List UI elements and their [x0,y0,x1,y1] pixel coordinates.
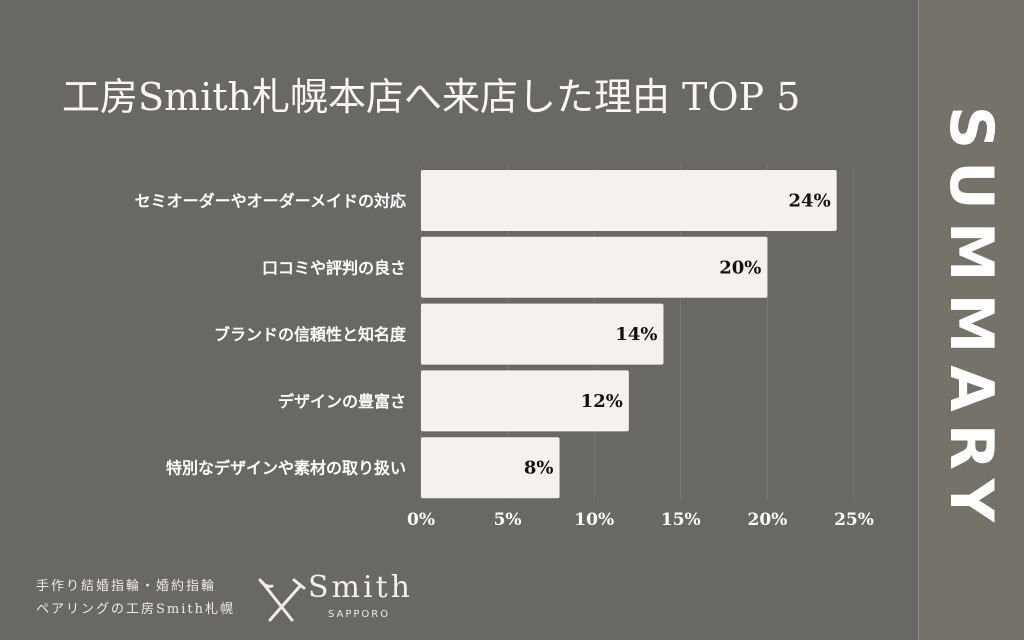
category-label: ブランドの信頼性と知名度 [214,325,407,344]
logo-subtitle: SAPPORO [328,609,391,620]
category-label: デザインの豊富さ [278,392,406,411]
data-label: 8% [524,458,554,479]
chart-title: 工房Smith札幌本店へ来店した理由 TOP 5 [62,75,801,119]
data-label: 20% [719,257,761,278]
bar [421,236,768,298]
x-tick-label: 20% [747,510,787,530]
bar [421,303,664,365]
logo-wordmark: Smith [308,570,413,605]
x-tick-label: 10% [574,510,614,530]
category-label: セミオーダーやオーダーメイドの対応 [135,192,406,211]
data-label: 12% [581,391,623,412]
category-label: 口コミや評判の良さ [262,258,406,277]
bar [421,370,629,432]
x-tick-label: 0% [407,510,435,530]
x-tick-label: 5% [494,510,522,530]
side-panel [918,0,1024,640]
footer-tagline: 手作り結婚指輪・婚約指輪 ペアリングの工房Smith札幌 [36,575,235,621]
data-label: 24% [789,191,831,212]
bar [421,437,560,499]
category-label: 特別なデザインや素材の取り扱い [166,459,406,478]
bar [421,170,837,231]
x-tick-label: 15% [661,510,701,530]
footer-line-1: 手作り結婚指輪・婚約指輪 [36,579,217,594]
x-tick-label: 25% [834,510,874,530]
footer-line-2: ペアリングの工房Smith札幌 [36,602,235,617]
data-label: 14% [615,324,657,345]
hammer-tongs-logo-icon [258,578,306,622]
